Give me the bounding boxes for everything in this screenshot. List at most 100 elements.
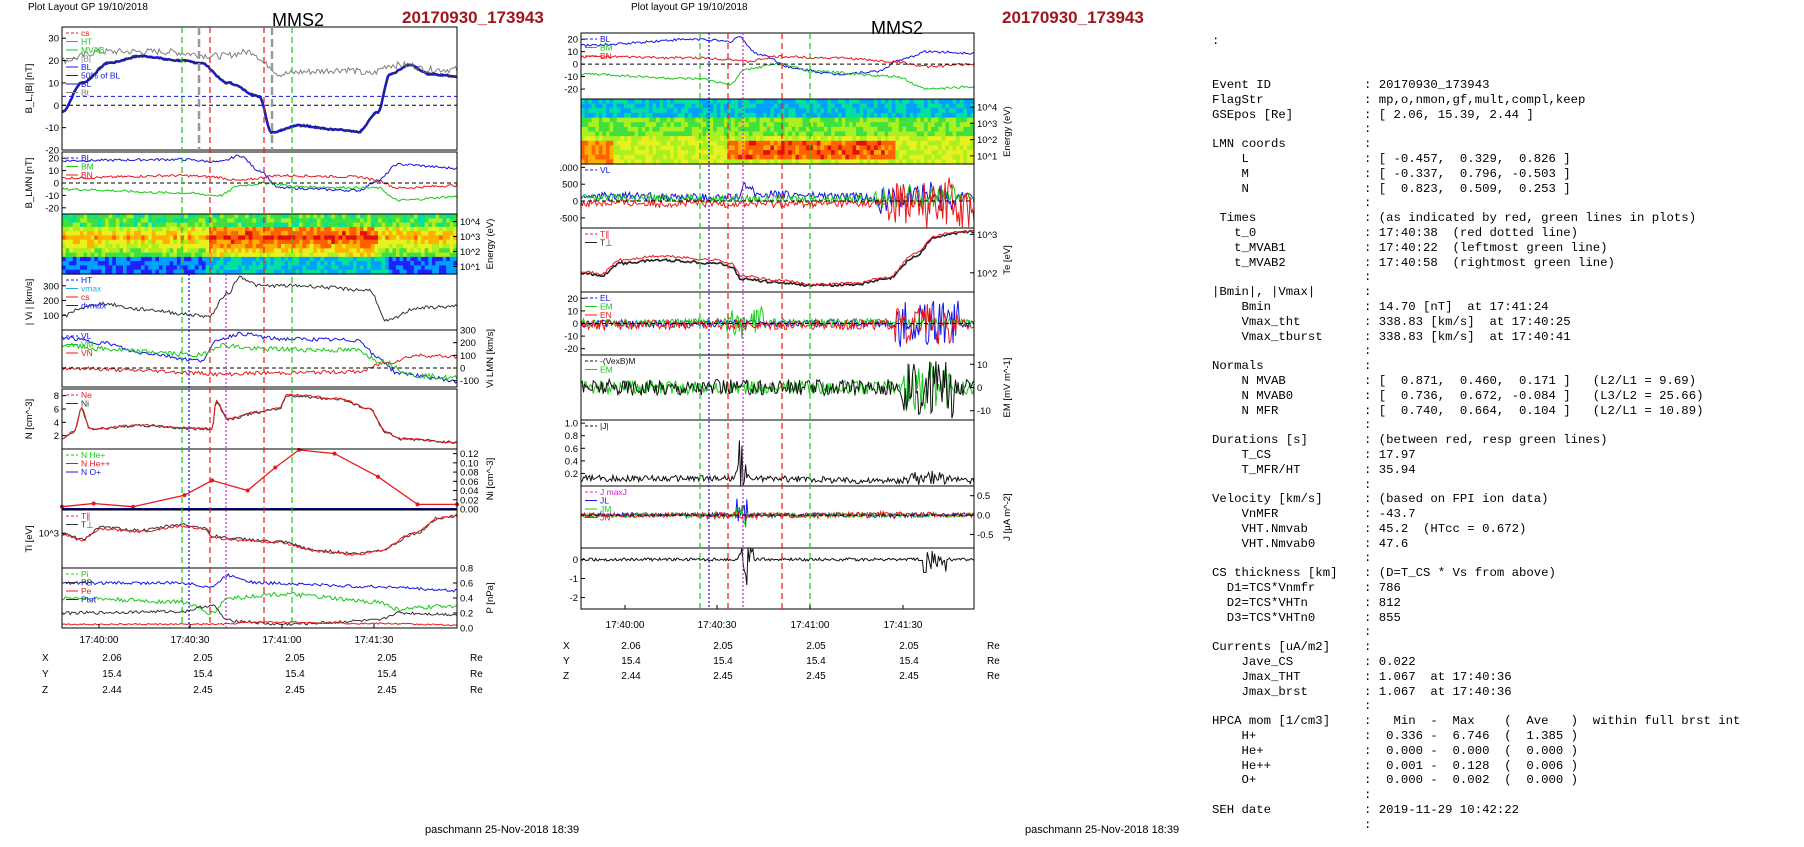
spectrogram-cell xyxy=(230,269,235,275)
spectrogram-cell xyxy=(870,131,875,137)
legend-entry: |B| xyxy=(81,54,91,64)
spectrogram-cell xyxy=(327,235,332,241)
spectrogram-cell xyxy=(69,269,74,275)
spectrogram-cell xyxy=(581,112,586,119)
spectrogram-cell xyxy=(813,136,818,142)
spectrogram-cell xyxy=(367,239,372,245)
spectrogram-cell xyxy=(888,126,893,133)
spectrogram-cell xyxy=(770,99,775,105)
spectrogram-cell xyxy=(331,265,336,271)
spectrogram-cell xyxy=(606,154,611,160)
spectrogram-cell xyxy=(97,226,103,232)
spectrogram-cell xyxy=(584,159,589,165)
y-tick-label: 10^3 xyxy=(977,119,997,130)
spectrogram-cell xyxy=(227,244,232,249)
spectrogram-cell xyxy=(76,269,81,275)
spectrogram-cell xyxy=(613,136,618,142)
spectrogram-cell xyxy=(105,239,110,245)
legend-entry: N O+ xyxy=(81,467,101,477)
spectrogram-cell xyxy=(927,117,932,123)
pi-series xyxy=(61,591,458,616)
spectrogram-cell xyxy=(166,248,171,254)
spectrogram-cell xyxy=(874,108,879,114)
spectrogram-cell xyxy=(759,108,764,114)
spectrogram-cell xyxy=(856,159,861,165)
spectrogram-cell xyxy=(606,159,611,165)
spectrogram-cell xyxy=(273,239,279,245)
spectrogram-cell xyxy=(173,222,178,228)
spectrogram-cell xyxy=(115,214,121,219)
spectrogram-cell xyxy=(781,103,786,109)
left-layout-label: Plot Layout GP 19/10/2018 xyxy=(28,2,148,13)
spectrogram-cell xyxy=(159,244,164,249)
spectrogram-cell xyxy=(827,103,832,109)
spectrogram-cell xyxy=(105,226,110,232)
spectrogram-cell xyxy=(345,269,350,275)
spectrogram-cell xyxy=(302,256,307,262)
spectrogram-cell xyxy=(802,150,807,156)
spectrogram-cell xyxy=(184,239,189,245)
spectrogram-cell xyxy=(288,248,293,254)
spectrogram-cell xyxy=(677,126,682,133)
spectrogram-cell xyxy=(663,112,668,119)
spectrogram-cell xyxy=(581,117,586,123)
spectrogram-cell xyxy=(212,226,217,232)
spectrogram-cell xyxy=(151,218,156,224)
spectrogram-cell xyxy=(76,222,81,228)
spectrogram-cell xyxy=(666,159,671,165)
spectrogram-cell xyxy=(166,269,171,275)
spectrogram-cell xyxy=(827,154,832,160)
spectrogram-cell xyxy=(941,145,946,151)
spectrogram-cell xyxy=(841,131,846,137)
spectrogram-cell xyxy=(259,256,264,262)
spectrogram-cell xyxy=(663,145,668,151)
spectrogram-cell xyxy=(631,150,636,156)
spectrogram-cell xyxy=(166,256,171,262)
spectrogram-cell xyxy=(874,126,879,133)
spectrogram-cell xyxy=(141,218,146,224)
spectrogram-cell xyxy=(698,150,704,156)
info-line: He++: 0.001 - 0.128 ( 0.006 ) xyxy=(1212,759,1802,774)
spectrogram-cell xyxy=(112,248,117,254)
spectrogram-cell xyxy=(313,261,318,266)
spectrogram-cell xyxy=(338,256,343,262)
spectrogram-cell xyxy=(827,108,832,114)
spectrogram-cell xyxy=(831,150,836,156)
spectrogram-cell xyxy=(827,126,832,133)
spectrogram-cell xyxy=(252,222,257,228)
spectrogram-cell xyxy=(641,145,646,151)
spectrogram-cell xyxy=(263,222,268,228)
spectrogram-cell xyxy=(230,214,235,219)
spectrogram-cell xyxy=(899,103,904,109)
ephem-value: 2.05 xyxy=(285,653,305,664)
y-tick-label: 6 xyxy=(54,405,59,416)
spectrogram-cell xyxy=(413,239,419,245)
spectrogram-cell xyxy=(202,261,207,266)
spectrogram-cell xyxy=(313,269,318,275)
spectrogram-cell xyxy=(449,226,454,232)
spectrogram-cell xyxy=(72,231,77,236)
spectrogram-cell xyxy=(866,122,871,128)
spectrogram-cell xyxy=(616,131,621,137)
spectrogram-cell xyxy=(834,131,839,137)
spectrogram-cell xyxy=(245,239,250,245)
spectrogram-cell xyxy=(734,140,739,146)
spectrogram-cell xyxy=(831,112,836,119)
legend-entry: J maxJ xyxy=(600,487,627,497)
spectrogram-cell xyxy=(108,214,113,219)
spectrogram-cell xyxy=(698,122,704,128)
spectrogram-cell xyxy=(108,239,113,245)
spectrogram-cell xyxy=(166,265,171,271)
spectrogram-cell xyxy=(720,112,725,119)
spectrogram-cell xyxy=(659,145,664,151)
spectrogram-cell xyxy=(273,269,279,275)
spectrogram-cell xyxy=(119,256,124,262)
spectrogram-cell xyxy=(924,108,929,114)
spectrogram-cell xyxy=(356,235,361,241)
spectrogram-cell xyxy=(966,145,972,151)
spectrogram-cell xyxy=(234,231,239,236)
spectrogram-cell xyxy=(581,136,586,142)
spectrogram-cell xyxy=(831,126,836,133)
spectrogram-cell xyxy=(816,131,821,137)
spectrogram-cell xyxy=(173,269,178,275)
